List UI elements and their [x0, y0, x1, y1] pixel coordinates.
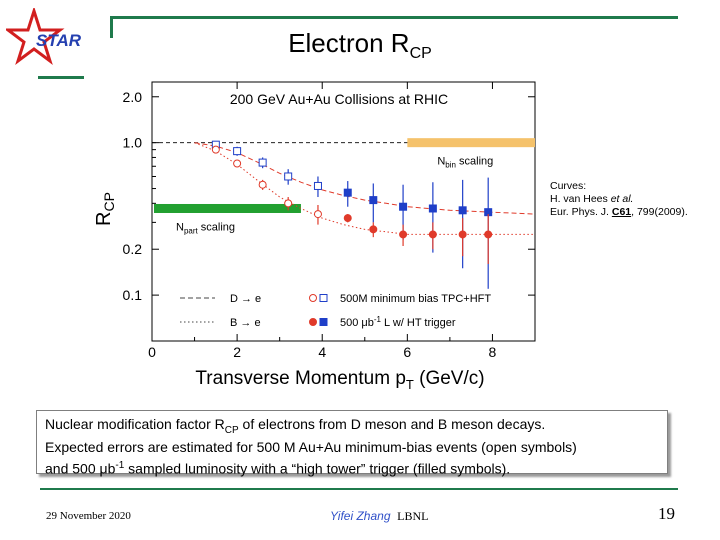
chart-ylabel: RCP: [93, 192, 117, 226]
y-tick-label: 0.2: [123, 241, 143, 257]
scaling-band: [407, 138, 535, 148]
star-logo-shape: [6, 8, 65, 66]
legend-filled-marker-square: [319, 318, 328, 326]
caption-box: Nuclear modification factor RCP of elect…: [36, 410, 668, 476]
curves-note-line1: Curves:: [550, 180, 587, 192]
x-tick-label: 6: [403, 344, 411, 360]
header-rule-vertical: [110, 16, 113, 38]
chart-title: 200 GeV Au+Au Collisions at RHIC: [230, 91, 448, 107]
x-tick-label: 8: [489, 344, 497, 360]
scaling-band: [154, 203, 301, 213]
chart-bands: Npart scaling Nbin scaling: [154, 138, 535, 235]
data-point: [258, 180, 267, 189]
data-point: [343, 188, 352, 197]
scaling-band-label: Nbin scaling: [437, 156, 493, 170]
chart-axes: 0 2 4 6 8 0.1 0.2 1.0 2.0: [123, 81, 536, 360]
legend-curve-label: B → e: [230, 317, 261, 329]
data-point: [484, 230, 493, 239]
chart-legend: D → e 500M minimum bias TPC+HFT B → e 500 μ…: [180, 293, 491, 329]
y-tick-label: 0.1: [123, 287, 143, 303]
data-point: [369, 225, 378, 234]
curves-reference-note: Curves: H. van Hees et al. Eur. Phys. J.…: [550, 180, 688, 219]
scaling-band-label: Npart scaling: [176, 221, 235, 235]
plot-frame: [151, 81, 536, 342]
data-point: [458, 230, 467, 239]
data-point: [458, 206, 467, 215]
curves-note-line3: Eur. Phys. J. C61, 799(2009).: [550, 206, 688, 218]
page-number: 19: [658, 504, 675, 523]
caption-line2: Expected errors are estimated for 500 M …: [45, 439, 577, 456]
data-point: [313, 210, 322, 219]
footer-rule: [40, 488, 678, 490]
chart-points: [211, 140, 493, 289]
legend-description: 500M minimum bias TPC+HFT: [340, 293, 491, 305]
theory-curve: [194, 142, 536, 215]
legend-description: 500 μb-1 L w/ HT trigger: [340, 315, 456, 329]
x-tick-label: 4: [318, 344, 326, 360]
data-point: [343, 214, 352, 223]
chart-xlabel: Transverse Momentum pT (GeV/c): [195, 368, 484, 392]
data-point: [211, 145, 220, 154]
caption-line1: Nuclear modification factor RCP of elect…: [45, 416, 546, 436]
x-tick-label: 0: [148, 344, 156, 360]
curves-note-line2: H. van Hees et al.: [550, 193, 634, 205]
data-point: [399, 230, 408, 239]
y-tick-label: 1.0: [123, 135, 143, 151]
data-point: [369, 196, 378, 205]
footer-date: 29 November 2020: [46, 510, 131, 522]
data-point: [313, 181, 322, 190]
data-point: [233, 147, 242, 156]
legend-open-marker: [309, 294, 317, 302]
star-logo: STAR: [6, 8, 82, 66]
legend-open-marker-square: [319, 294, 328, 302]
theory-curve: [194, 142, 535, 235]
caption-line3: and 500 μb-1 sampled luminosity with a “…: [45, 459, 511, 477]
footer-author: Yifei Zhang LBNL: [330, 509, 429, 523]
rcp-chart: 0 2 4 6 8 0.1 0.2 1.0 2.0 Npart scaling Nbin scal…: [93, 81, 536, 392]
data-point: [233, 159, 242, 168]
data-point: [428, 230, 437, 239]
slide-title: Electron RCP: [288, 28, 432, 63]
star-logo-text: STAR: [36, 31, 82, 50]
data-point: [399, 202, 408, 211]
x-tick-label: 2: [233, 344, 241, 360]
data-point: [284, 172, 293, 181]
data-point: [284, 199, 293, 208]
y-tick-label: 2.0: [123, 89, 143, 105]
left-accent-bar: [38, 76, 84, 79]
legend-filled-marker: [309, 318, 317, 326]
header-rule-horizontal: [110, 16, 678, 19]
chart-curves: [194, 142, 536, 235]
legend-curve-label: D → e: [230, 293, 261, 305]
data-point: [428, 204, 437, 213]
data-point: [258, 158, 267, 167]
